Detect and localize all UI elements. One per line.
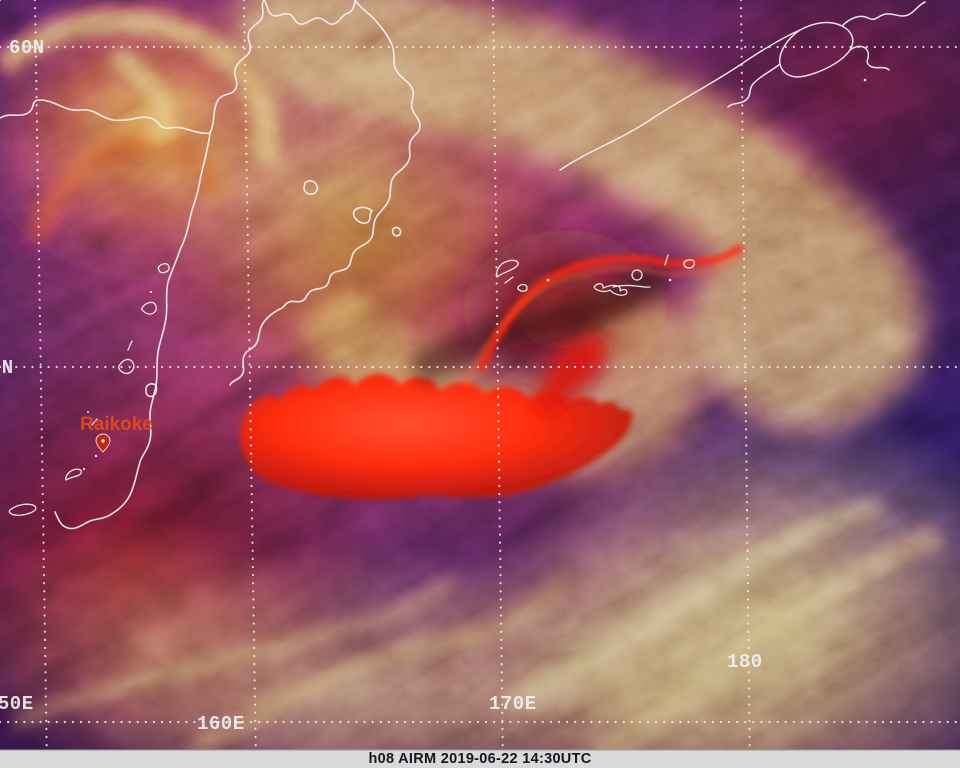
svg-text:60N: 60N bbox=[9, 37, 45, 59]
svg-text:160E: 160E bbox=[197, 713, 245, 735]
svg-text:50N: 50N bbox=[0, 357, 14, 379]
svg-text:180: 180 bbox=[727, 651, 763, 673]
svg-text:150E: 150E bbox=[0, 693, 34, 715]
svg-text:h08 AIRM 2019-06-22 14:30UTC: h08 AIRM 2019-06-22 14:30UTC bbox=[368, 751, 591, 767]
svg-text:170E: 170E bbox=[489, 693, 537, 715]
svg-text:Raikoke: Raikoke bbox=[80, 414, 153, 435]
